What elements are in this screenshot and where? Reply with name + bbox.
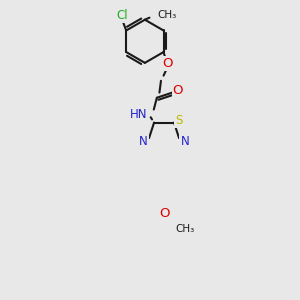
Text: Cl: Cl [117,9,128,22]
Text: S: S [175,114,182,127]
Text: O: O [159,207,169,220]
Text: CH₃: CH₃ [157,10,176,20]
Text: CH₃: CH₃ [175,224,195,234]
Text: HN: HN [130,108,148,121]
Text: O: O [162,57,172,70]
Text: O: O [173,84,183,97]
Text: N: N [180,135,189,148]
Text: N: N [139,135,148,148]
